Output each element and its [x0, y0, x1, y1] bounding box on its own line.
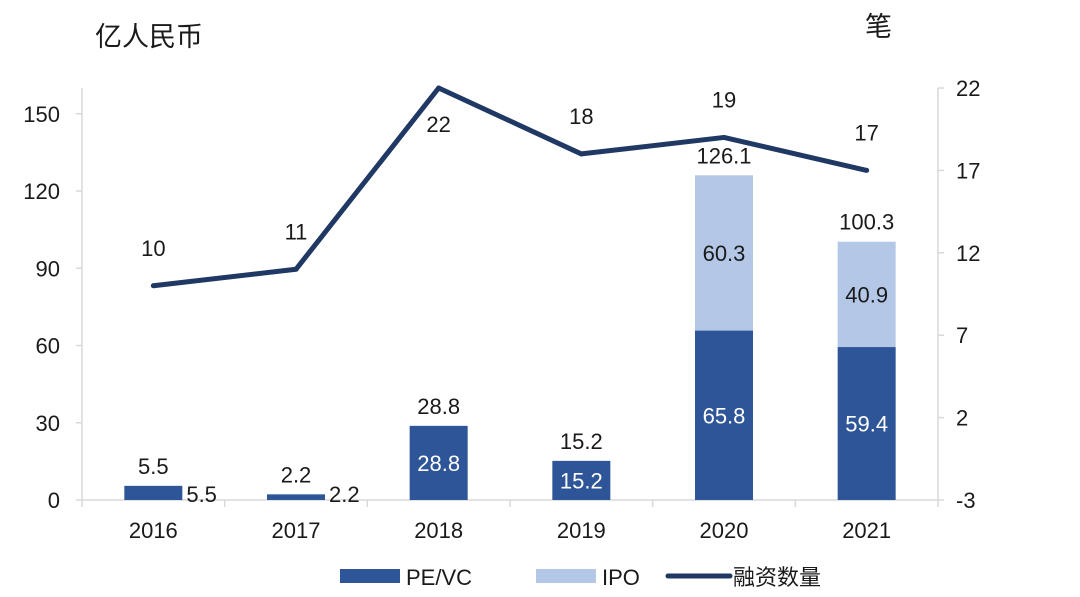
bar-label-pevc: 65.8: [703, 403, 746, 428]
left-tick-label: 60: [36, 334, 60, 359]
right-tick-label: 22: [956, 76, 980, 101]
bar-pevc-2021: [837, 347, 896, 500]
x-tick-label: 2019: [557, 518, 606, 543]
line-point: [721, 134, 727, 140]
right-tick-label: -3: [956, 488, 976, 513]
bar-pevc-2016: [124, 485, 183, 500]
line-point: [436, 85, 442, 91]
left-tick-label: 90: [36, 256, 60, 281]
left-tick-label: 150: [23, 102, 60, 127]
right-tick-label: 2: [956, 406, 968, 431]
legend-label-pevc: PE/VC: [406, 565, 472, 590]
bar-ipo-2020: [695, 175, 753, 331]
left-tick-label: 0: [48, 488, 60, 513]
bar-label-pevc: 59.4: [845, 412, 888, 437]
bar-label-ipo: 40.9: [845, 282, 888, 307]
legend-swatch-ipo: [536, 569, 596, 583]
bar-pevc-2019: [552, 460, 611, 500]
legend-label-count: 融资数量: [733, 565, 821, 590]
bar-pevc-2018: [409, 425, 468, 500]
left-tick-label: 30: [36, 411, 60, 436]
left-tick-label: 120: [23, 179, 60, 204]
left-axis-title: 亿人民币: [95, 22, 203, 52]
legend-label-ipo: IPO: [602, 565, 640, 590]
line-label: 19: [712, 87, 736, 112]
bar-ipo-2021: [837, 241, 896, 348]
x-tick-label: 2020: [700, 518, 749, 543]
right-tick-label: 17: [956, 158, 980, 183]
legend: PE/VC IPO 融资数量: [340, 565, 821, 590]
line-label: 18: [569, 104, 593, 129]
bar-label-pevc: 5.5: [186, 482, 217, 507]
line-point: [864, 167, 870, 173]
bar-total-label: 5.5: [138, 454, 169, 479]
bar-total-label: 100.3: [839, 210, 894, 235]
line-label: 22: [426, 112, 450, 137]
legend-swatch-pevc: [340, 569, 400, 583]
line-label: 10: [141, 236, 165, 261]
x-tick-label: 2017: [272, 518, 321, 543]
right-tick-label: 12: [956, 241, 980, 266]
bar-label-pevc: 15.2: [560, 468, 603, 493]
bar-label-pevc: 2.2: [329, 482, 360, 507]
x-tick-label: 2018: [414, 518, 463, 543]
bar-label-ipo: 60.3: [703, 241, 746, 266]
bar-total-label: 15.2: [560, 429, 603, 454]
line-point: [293, 266, 299, 272]
line-point: [150, 283, 156, 289]
right-tick-label: 7: [956, 323, 968, 348]
bar-pevc-2017: [267, 494, 325, 500]
line-label: 11: [285, 219, 308, 244]
x-tick-label: 2021: [842, 518, 891, 543]
bar-total-label: 2.2: [281, 462, 312, 487]
bar-total-label: 126.1: [696, 143, 751, 168]
bar-label-pevc: 28.8: [417, 451, 460, 476]
line-point: [578, 151, 584, 157]
line-financing-count: [153, 85, 868, 289]
bar-pevc-2020: [695, 330, 753, 500]
x-tick-label: 2016: [129, 518, 178, 543]
line-label: 17: [854, 120, 878, 145]
bar-total-label: 28.8: [417, 394, 460, 419]
right-axis-title: 笔: [865, 12, 892, 42]
